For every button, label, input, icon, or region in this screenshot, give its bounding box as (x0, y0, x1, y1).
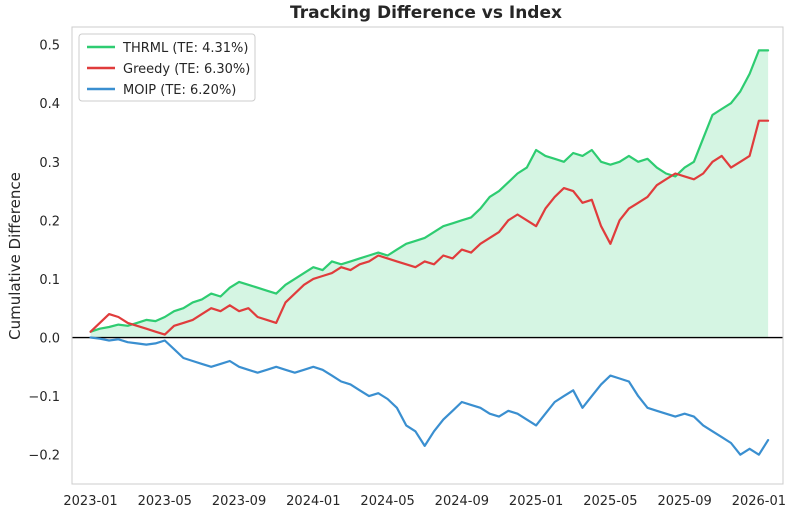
y-tick-label: −0.1 (28, 390, 60, 405)
series-lines-layer (89, 49, 770, 456)
y-tick-label: −0.2 (28, 449, 60, 464)
x-tick-label: 2024-05 (360, 494, 414, 509)
series-line-moip (89, 336, 770, 456)
chart-title: Tracking Difference vs Index (290, 3, 562, 23)
x-tick-label: 2025-05 (583, 494, 637, 509)
x-tick-label: 2025-01 (509, 494, 563, 509)
y-tick-label: 0.0 (39, 332, 60, 347)
series-line-greedy (89, 119, 770, 336)
x-tick-label: 2023-05 (138, 494, 192, 509)
x-tick-label: 2024-01 (286, 494, 340, 509)
y-tick-label: 0.2 (39, 214, 60, 229)
legend: THRML (TE: 4.31%) Greedy (TE: 6.30%) MOIP … (78, 33, 256, 102)
x-tick-label: 2025-09 (657, 494, 711, 509)
legend-label-moip: MOIP (TE: 6.20%) (123, 83, 236, 98)
legend-label-greedy: Greedy (TE: 6.30%) (123, 62, 250, 77)
series-fill-layer (90, 50, 769, 338)
plot-area-frame (71, 26, 784, 485)
series-line-thrml (89, 49, 770, 333)
legend-label-thrml: THRML (TE: 4.31%) (122, 41, 248, 56)
y-tick-label: 0.4 (39, 97, 60, 112)
x-tick-label: 2024-09 (435, 494, 489, 509)
x-tick-label: 2023-01 (63, 494, 117, 509)
legend-box (78, 33, 256, 102)
y-tick-label: 0.1 (39, 273, 60, 288)
x-tick-label: 2023-09 (212, 494, 266, 509)
x-tick-label: 2026-01 (732, 494, 786, 509)
y-axis-ticks: −0.2 −0.1 0.0 0.1 0.2 0.3 0.4 0.5 (28, 39, 60, 464)
series-area-thrml (90, 50, 769, 338)
y-axis-title: Cumulative Difference (6, 172, 24, 340)
y-tick-label: 0.3 (39, 156, 60, 171)
x-axis-ticks: 2023-01 2023-05 2023-09 2024-01 2024-05 2024-… (63, 494, 786, 509)
y-tick-label: 0.5 (39, 39, 60, 54)
